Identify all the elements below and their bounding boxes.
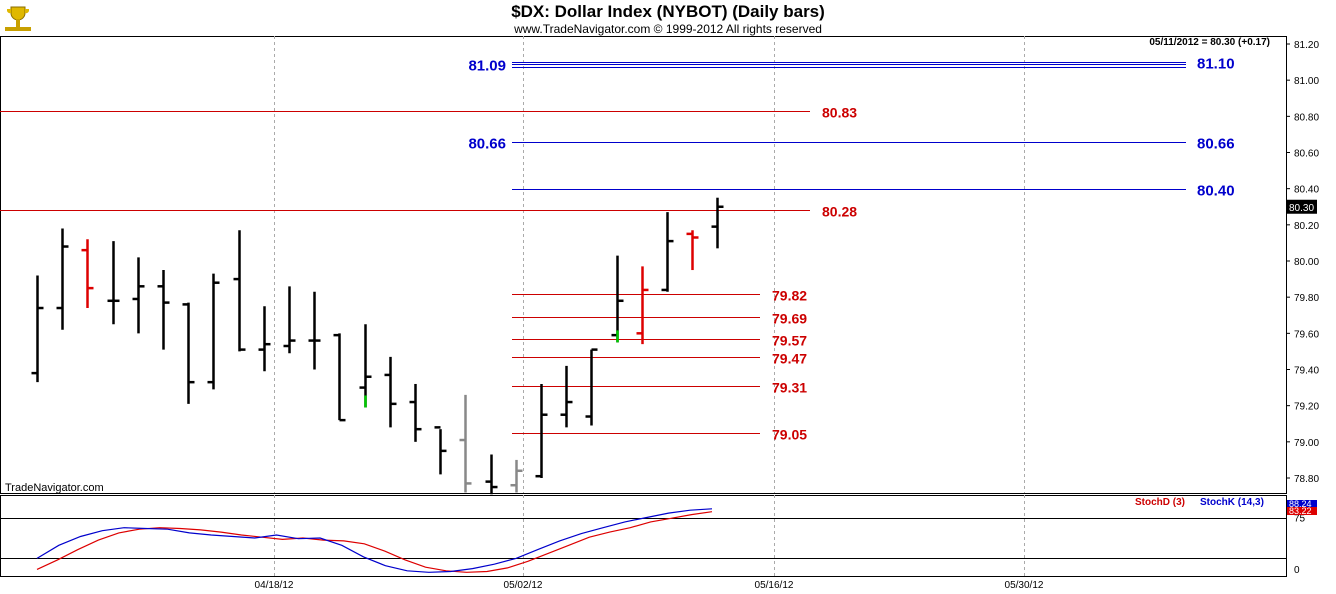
price-level-label: 79.31 bbox=[772, 380, 807, 396]
y-tick-label: 80.60 bbox=[1294, 149, 1319, 160]
y-tick-label: 79.20 bbox=[1294, 402, 1319, 413]
price-level-label: 79.05 bbox=[772, 427, 807, 443]
y-tick-label: 78.80 bbox=[1294, 474, 1319, 485]
y-tick-label: 80.80 bbox=[1294, 112, 1319, 123]
copyright-subtitle: www.TradeNavigator.com © 1999-2012 All r… bbox=[514, 22, 822, 36]
stoch-y-tick-label: 0 bbox=[1294, 565, 1300, 576]
y-tick-label: 79.40 bbox=[1294, 366, 1319, 377]
stochd-legend: StochD (3) bbox=[1135, 497, 1185, 508]
y-tick-label: 81.00 bbox=[1294, 76, 1319, 87]
last-price-readout: 05/11/2012 = 80.30 (+0.17) bbox=[1149, 37, 1270, 48]
price-level-label: 81.10 bbox=[1197, 56, 1235, 73]
stoch-panel-frame bbox=[0, 495, 1287, 577]
price-level-label: 80.28 bbox=[822, 204, 857, 220]
last-price-label: 80.30 bbox=[1289, 203, 1314, 214]
stochk-value-box bbox=[1287, 500, 1317, 508]
price-level-label: 79.57 bbox=[772, 333, 807, 349]
price-panel-frame bbox=[0, 36, 1287, 494]
price-level-label: 79.69 bbox=[772, 311, 807, 327]
price-level-label: 79.82 bbox=[772, 288, 807, 304]
y-tick-label: 81.20 bbox=[1294, 40, 1319, 51]
x-tick-label: 05/02/12 bbox=[504, 580, 543, 591]
y-tick-label: 79.60 bbox=[1294, 329, 1319, 340]
y-tick-label: 79.00 bbox=[1294, 438, 1319, 449]
y-tick-label: 80.00 bbox=[1294, 257, 1319, 268]
x-tick-label: 04/18/12 bbox=[255, 580, 294, 591]
stochk-legend: StochK (14,3) bbox=[1200, 497, 1264, 508]
price-level-label: 80.66 bbox=[1197, 136, 1235, 153]
y-tick-label: 80.20 bbox=[1294, 221, 1319, 232]
price-level-label: 80.40 bbox=[1197, 183, 1235, 200]
x-tick-label: 05/16/12 bbox=[755, 580, 794, 591]
price-level-label: 80.83 bbox=[822, 105, 857, 121]
trophy-icon bbox=[3, 3, 33, 33]
stochd-value-label: 83.22 bbox=[1289, 506, 1312, 516]
chart-title: $DX: Dollar Index (NYBOT) (Daily bars) bbox=[511, 2, 825, 21]
y-tick-label: 79.80 bbox=[1294, 293, 1319, 304]
stoch-y-tick-label: 75 bbox=[1294, 514, 1306, 525]
watermark: TradeNavigator.com bbox=[5, 482, 104, 494]
stochd-line bbox=[36, 511, 713, 573]
price-level-label: 80.66 bbox=[468, 136, 506, 153]
stochk-line bbox=[36, 508, 713, 573]
stochk-value-label: 88.24 bbox=[1289, 499, 1312, 509]
price-level-label: 79.47 bbox=[772, 351, 807, 367]
x-tick-label: 05/30/12 bbox=[1005, 580, 1044, 591]
y-tick-label: 80.40 bbox=[1294, 185, 1319, 196]
last-price-box bbox=[1287, 199, 1317, 214]
price-level-label: 81.09 bbox=[468, 58, 506, 75]
stochd-value-box bbox=[1287, 507, 1317, 515]
